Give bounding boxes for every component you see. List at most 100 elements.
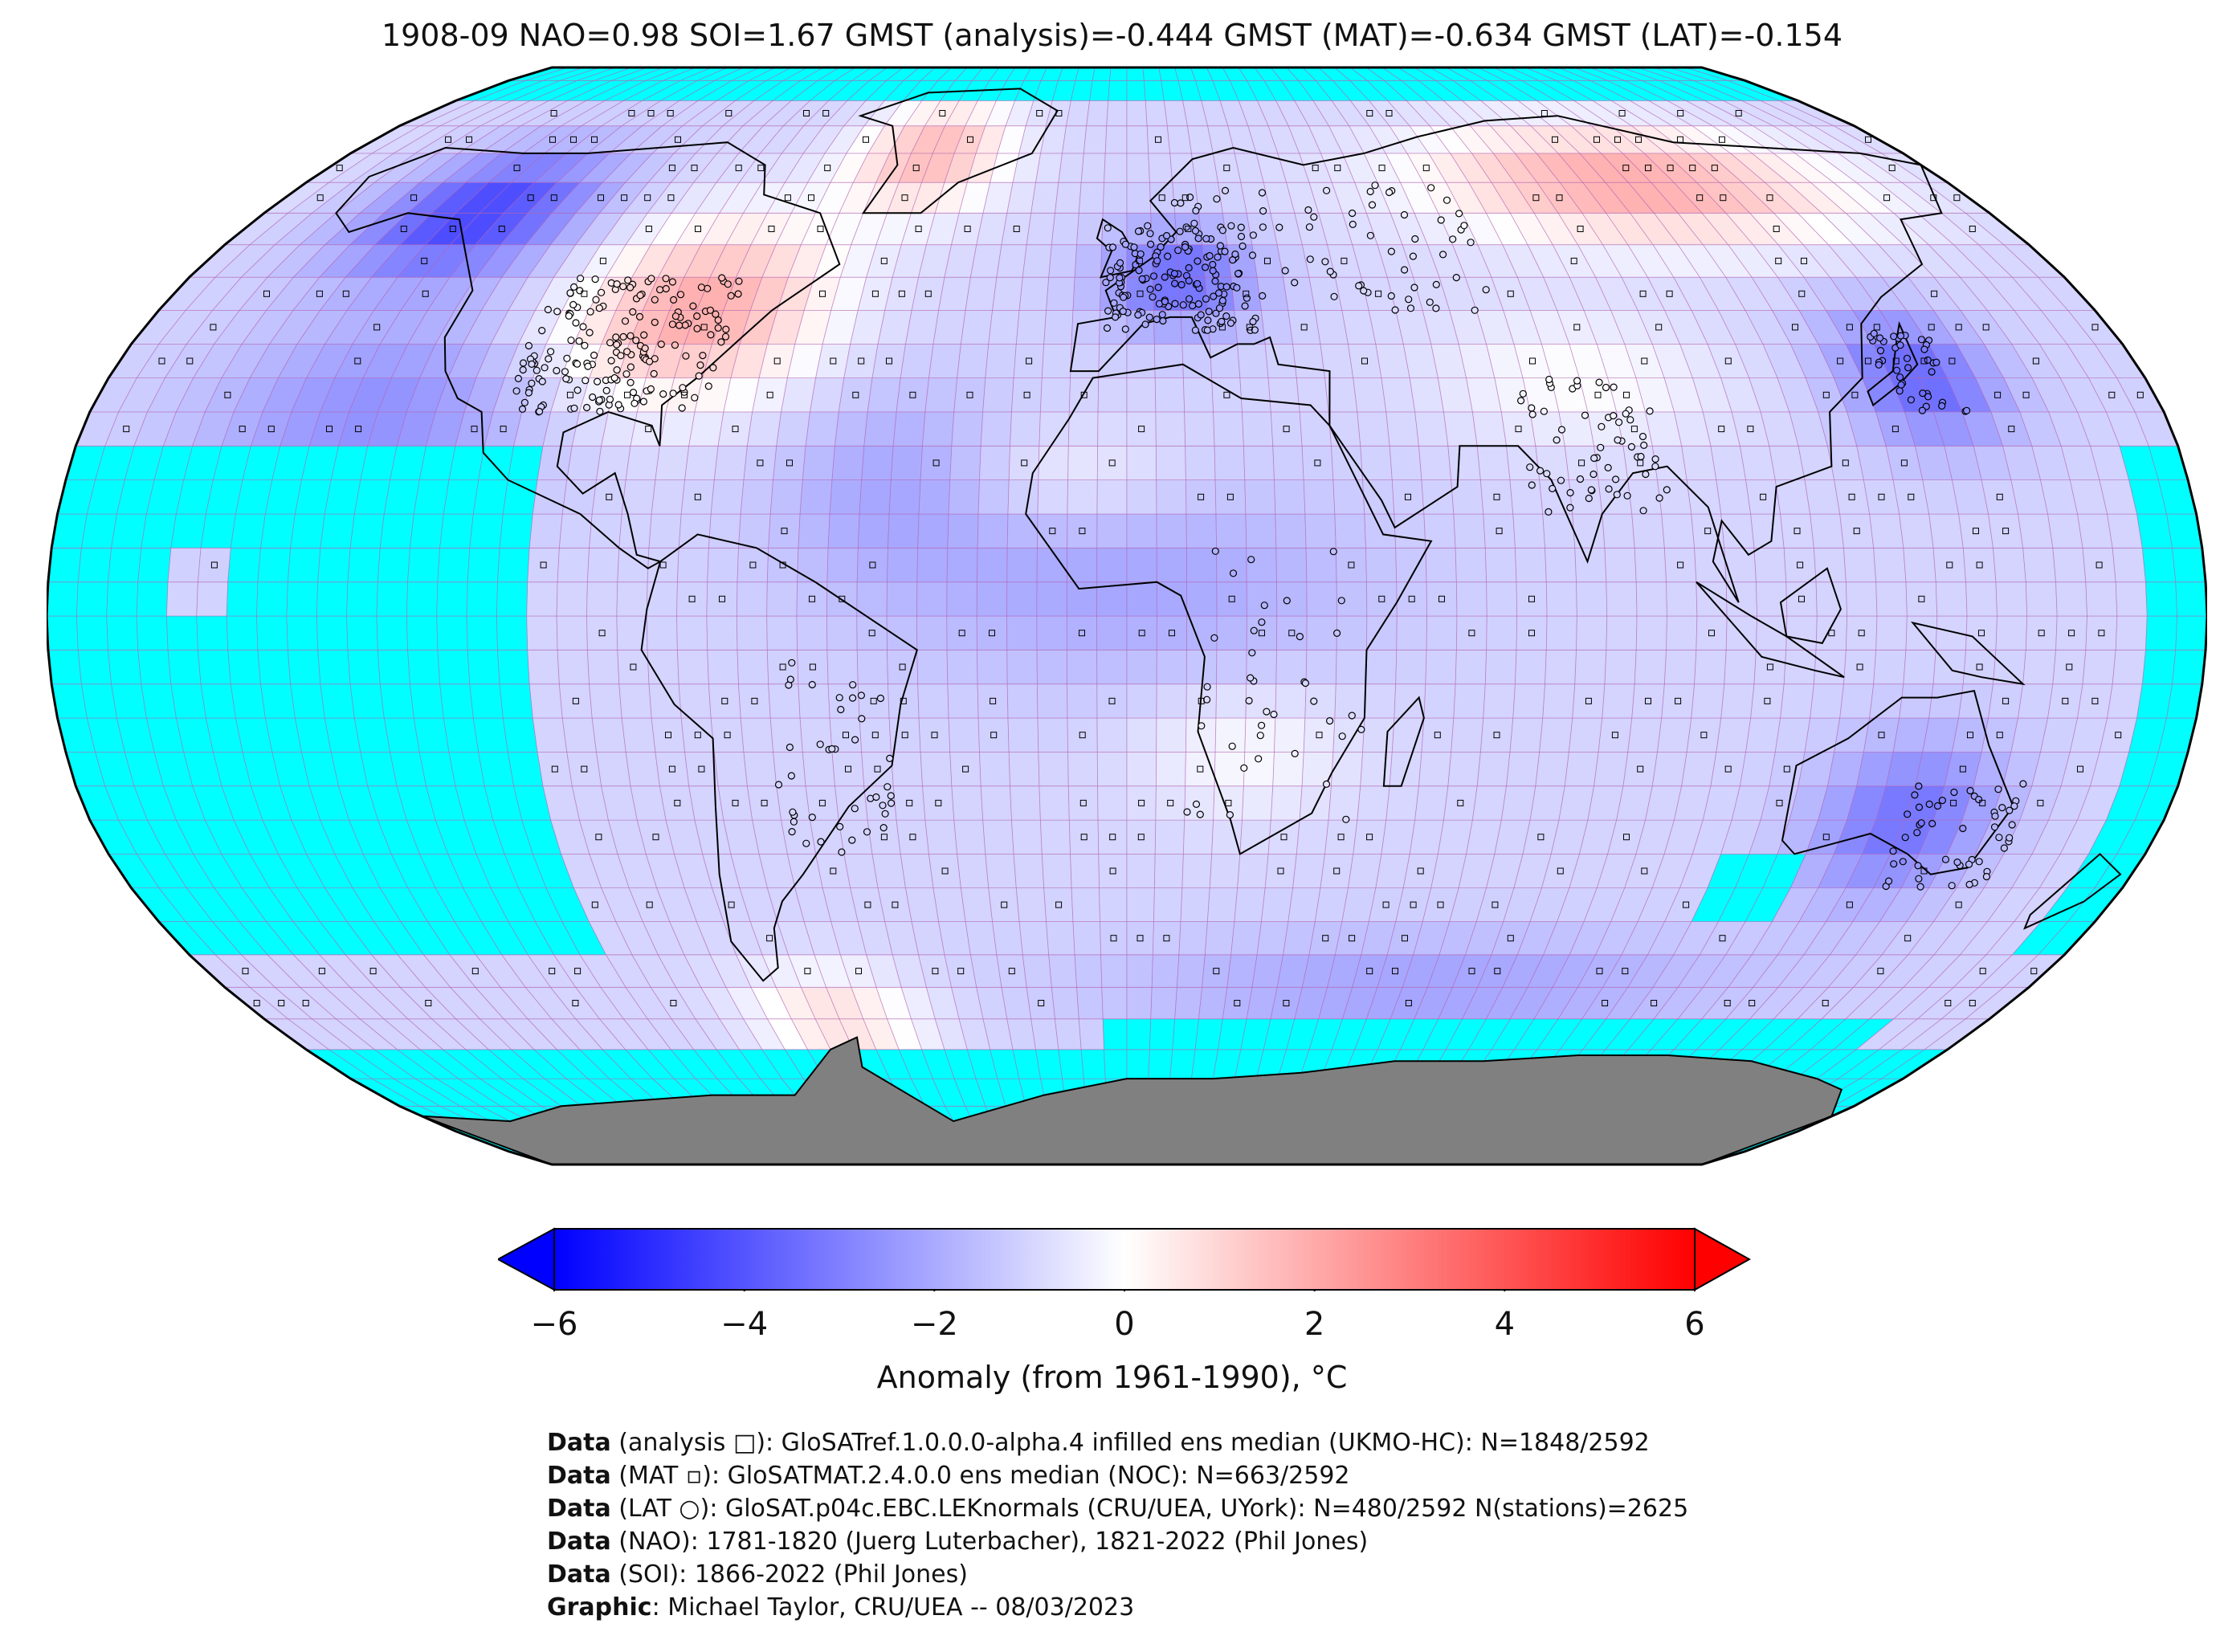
land-station-marker — [606, 395, 614, 403]
land-station-marker — [697, 283, 706, 292]
grid-cell — [1317, 67, 1351, 81]
marine-obs-marker — [870, 697, 877, 704]
land-station-marker — [514, 374, 523, 382]
land-station-marker — [657, 341, 665, 349]
grid-cell — [1365, 649, 1398, 685]
land-station-marker — [1963, 406, 1971, 414]
land-station-marker — [1655, 494, 1663, 502]
grid-cell — [410, 683, 444, 719]
grid-cell — [1654, 67, 1712, 81]
land-station-marker — [1896, 387, 1904, 395]
land-station-marker — [1566, 504, 1574, 512]
grid-cell — [982, 819, 1014, 855]
land-station-marker — [1245, 696, 1253, 705]
marine-obs-marker — [527, 194, 534, 202]
grid-cell — [1710, 752, 1747, 787]
land-station-marker — [1901, 834, 1909, 842]
grid-cell — [47, 615, 79, 651]
grid-cell — [1899, 513, 1934, 549]
land-station-marker — [1291, 279, 1299, 287]
grid-cell — [810, 377, 845, 413]
grid-cell — [383, 717, 420, 753]
land-station-marker — [655, 286, 664, 294]
grid-cell — [856, 649, 888, 685]
land-station-marker — [592, 296, 600, 304]
land-station-marker — [1406, 304, 1415, 312]
land-station-marker — [696, 361, 704, 369]
grid-cell — [1158, 67, 1179, 81]
grid-cell — [1156, 683, 1187, 719]
marine-obs-marker — [1361, 357, 1368, 365]
grid-cell — [80, 513, 117, 549]
credit-text: : Michael Taylor, CRU/UEA -- 08/03/2023 — [651, 1593, 1135, 1621]
land-station-marker — [1189, 302, 1197, 310]
marine-obs-marker — [1213, 968, 1220, 975]
land-station-marker — [573, 386, 582, 394]
land-station-marker — [607, 357, 615, 365]
land-station-marker — [1247, 674, 1255, 682]
greenland-outline — [858, 88, 1059, 214]
grid-cell — [1126, 819, 1157, 855]
marine-obs-marker — [909, 391, 916, 398]
marine-obs-marker — [1877, 968, 1884, 975]
marine-obs-marker — [210, 324, 217, 331]
grid-cell — [1104, 1049, 1128, 1079]
marine-obs-marker — [1540, 110, 1548, 116]
grid-cell — [1186, 581, 1218, 617]
grid-cell — [1096, 547, 1128, 583]
grid-cell — [1512, 513, 1546, 549]
grid-cell — [439, 683, 474, 719]
marine-obs-marker — [1677, 110, 1684, 116]
grid-cell — [740, 479, 774, 515]
grid-cell — [1184, 411, 1215, 447]
grid-cell — [1564, 752, 1599, 787]
land-station-marker — [1405, 296, 1413, 304]
grid-cell — [136, 615, 169, 651]
grid-cell — [1230, 921, 1262, 956]
grid-cell — [1068, 377, 1100, 413]
land-station-marker — [1553, 436, 1561, 444]
grid-cell — [1276, 615, 1308, 651]
marine-obs-marker — [909, 834, 916, 841]
marine-obs-marker — [123, 426, 130, 433]
land-station-marker — [1975, 795, 1983, 804]
land-station-marker — [2010, 802, 2018, 810]
grid-cell — [1267, 377, 1300, 413]
marine-obs-marker — [1822, 834, 1830, 841]
land-station-marker — [2019, 780, 2027, 788]
marine-obs-marker — [1197, 765, 1204, 773]
globe-outline — [47, 66, 2207, 1166]
grid-cell — [1965, 581, 1998, 617]
marine-obs-marker — [498, 226, 505, 232]
grid-cell — [887, 649, 919, 685]
grid-cell — [710, 479, 745, 515]
grid-cell — [646, 581, 678, 617]
grid-cell — [1320, 343, 1354, 379]
grid-cell — [738, 513, 771, 549]
land-station-marker — [1146, 240, 1155, 248]
africa-outline — [1025, 363, 1433, 855]
marine-obs-marker — [1422, 165, 1430, 172]
land-station-marker — [651, 296, 659, 304]
grid-cell — [977, 479, 1010, 515]
land-station-marker — [1144, 222, 1152, 230]
grid-cell — [1455, 649, 1487, 685]
grid-cell — [197, 649, 231, 685]
grid-cell — [655, 445, 690, 480]
marine-obs-marker — [1528, 630, 1535, 637]
marine-obs-marker — [550, 194, 557, 202]
marine-obs-marker — [901, 194, 908, 202]
australia-outline — [1781, 690, 2014, 875]
marine-obs-marker — [2091, 697, 2099, 704]
marine-obs-marker — [784, 194, 791, 202]
marine-obs-marker — [2091, 324, 2099, 331]
grid-cell — [611, 67, 664, 81]
marine-obs-marker — [1109, 867, 1116, 875]
grid-cell — [1176, 954, 1206, 988]
grid-cell — [1156, 479, 1187, 515]
land-station-marker — [586, 328, 594, 337]
grid-cell — [1067, 445, 1099, 480]
land-station-marker — [622, 370, 630, 378]
land-station-marker — [707, 331, 715, 339]
marine-obs-marker — [550, 110, 557, 116]
